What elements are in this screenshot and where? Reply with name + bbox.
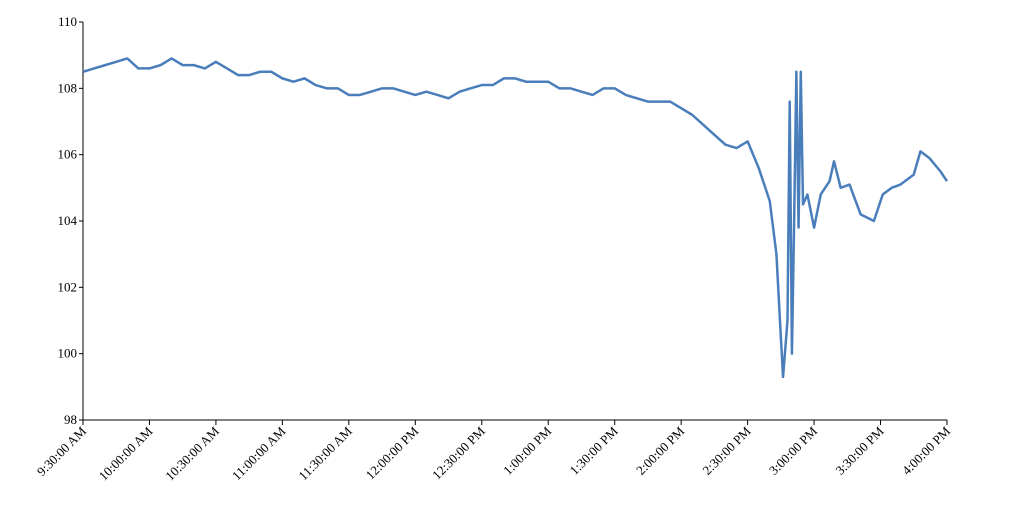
y-tick-label: 110 bbox=[58, 14, 77, 29]
x-tick-label: 10:30:00 AM bbox=[162, 423, 222, 483]
y-tick-label: 98 bbox=[64, 412, 77, 427]
x-tick-label: 12:00:00 PM bbox=[363, 423, 422, 482]
x-tick-label: 3:00:00 PM bbox=[766, 423, 821, 478]
y-tick-label: 100 bbox=[58, 346, 78, 361]
x-tick-label: 3:30:00 PM bbox=[832, 423, 887, 478]
y-tick-label: 106 bbox=[58, 147, 78, 162]
x-tick-label: 1:30:00 PM bbox=[567, 423, 622, 478]
x-tick-label: 10:00:00 AM bbox=[96, 423, 156, 483]
x-tick-label: 11:00:00 AM bbox=[229, 423, 289, 483]
series-line bbox=[82, 57, 949, 379]
x-tick-label: 2:00:00 PM bbox=[633, 423, 688, 478]
x-tick-label: 2:30:00 PM bbox=[699, 423, 754, 478]
x-tick-label: 11:30:00 AM bbox=[295, 423, 355, 483]
x-tick-label: 4:00:00 PM bbox=[899, 423, 954, 478]
y-tick-label: 102 bbox=[58, 279, 78, 294]
x-tick-label: 9:30:00 AM bbox=[34, 423, 90, 479]
y-tick-label: 104 bbox=[58, 213, 78, 228]
x-tick-label: 1:00:00 PM bbox=[500, 423, 555, 478]
y-tick-label: 108 bbox=[58, 80, 78, 95]
x-tick-label: 12:30:00 PM bbox=[429, 423, 488, 482]
